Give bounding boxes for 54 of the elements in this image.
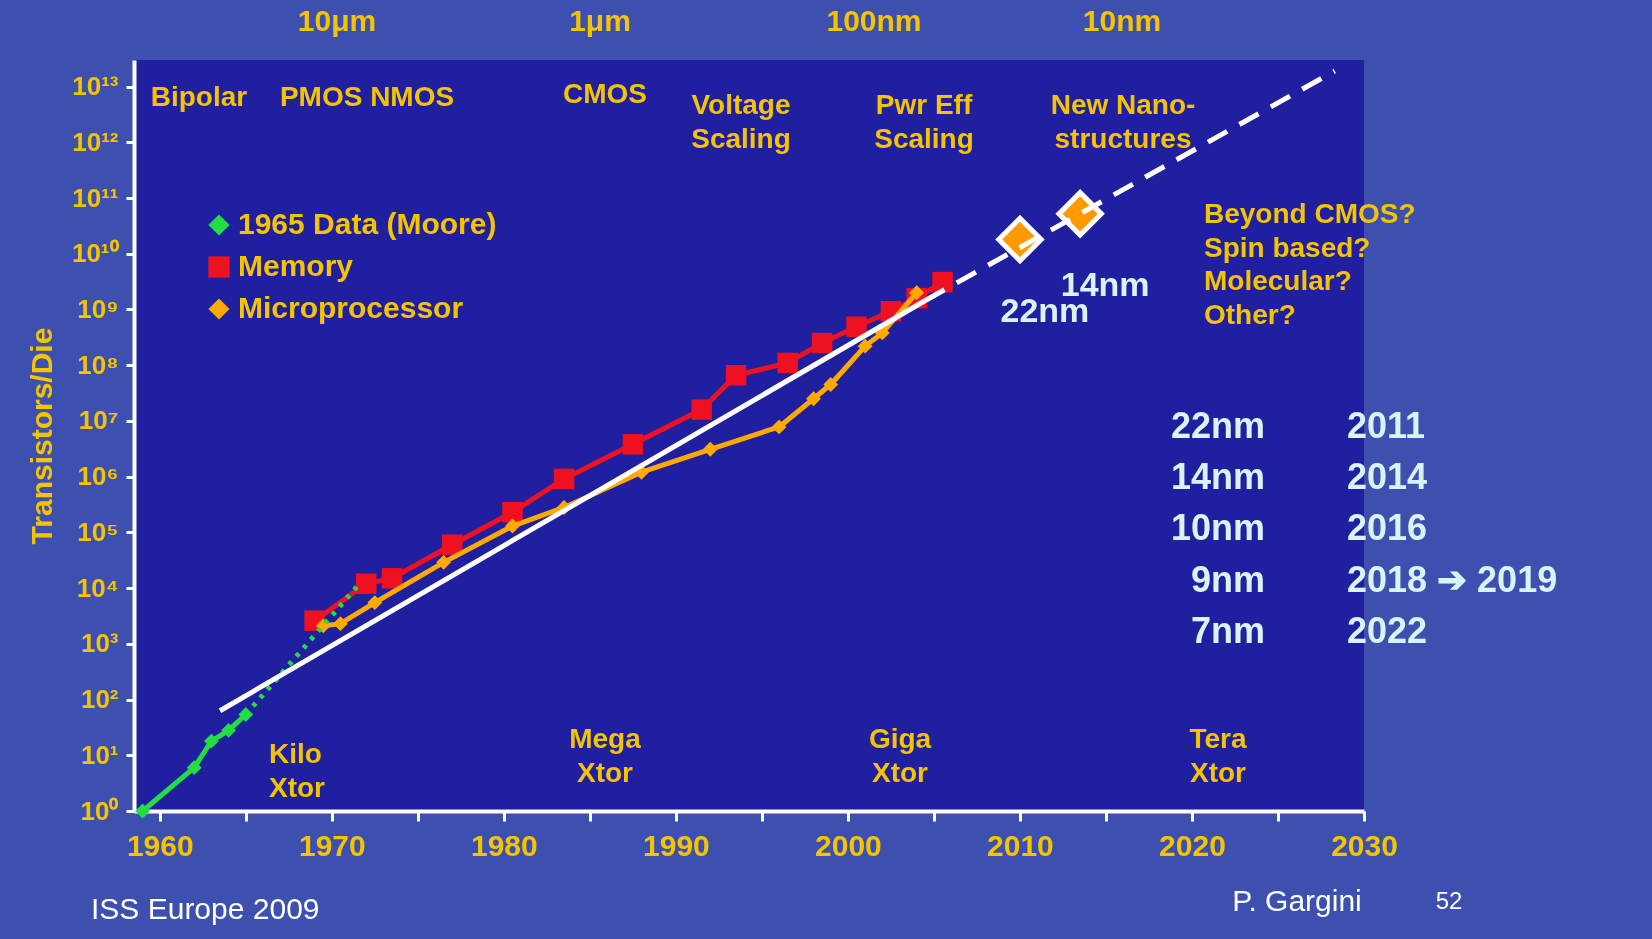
text: 1μm <box>569 4 631 37</box>
y-axis-title: Transistors/Die <box>24 327 58 545</box>
annotation: 7nm <box>1190 610 1265 651</box>
annotation: Tera Xtor <box>1189 723 1247 788</box>
y-tick-label: 10³ <box>80 628 119 659</box>
x-tick-label: 1970 <box>298 828 366 862</box>
x-tick-label: 2030 <box>1331 828 1398 862</box>
y-tick-label: 10² <box>80 684 119 715</box>
y-tick-label: 10¹¹ <box>72 182 119 213</box>
text: ISS Europe 2009 <box>91 892 320 925</box>
y-tick-label: 10⁰ <box>80 795 120 826</box>
annotation: 14nm <box>1170 456 1265 497</box>
annotation: 2011 <box>1347 405 1426 446</box>
y-tick-label: 10⁵ <box>77 516 119 547</box>
legend-label: 1965 Data (Moore) <box>238 207 497 240</box>
y-tick-label: 10⁸ <box>77 349 119 380</box>
annotation: Pwr Eff Scaling <box>874 89 974 154</box>
annotation: Beyond CMOS? Spin based? Molecular? Other? <box>1204 198 1416 330</box>
annotation: CMOS <box>563 78 647 109</box>
annotation: PMOS NMOS <box>279 81 455 112</box>
annotation: 2022 <box>1347 610 1428 651</box>
annotation: 10nm <box>1170 507 1265 548</box>
annotation: 2018 ➔ 2019 <box>1347 559 1558 600</box>
annotation: 22nm <box>1170 405 1265 446</box>
text: 100nm <box>826 4 922 37</box>
text: 10nm <box>1082 4 1162 37</box>
x-tick-label: 1990 <box>643 828 710 862</box>
annotation: 2014 <box>1347 456 1428 497</box>
y-tick-label: 10⁶ <box>77 461 119 492</box>
legend-label: Memory <box>238 249 354 282</box>
y-tick-label: 10¹² <box>72 126 119 157</box>
annotation: Bipolar <box>150 81 248 112</box>
y-tick-label: 10⁹ <box>77 293 119 324</box>
x-tick-label: 1960 <box>126 828 194 862</box>
annotation: New Nano- structures <box>1050 89 1196 154</box>
y-tick-label: 10¹⁰ <box>71 238 120 269</box>
x-tick-label: 2010 <box>987 828 1054 862</box>
annotation: Giga Xtor <box>868 723 932 788</box>
annotation: 2016 <box>1347 507 1428 548</box>
x-tick-label: 2020 <box>1159 828 1226 862</box>
text: 10μm <box>297 4 377 37</box>
x-tick-label: 1980 <box>470 828 538 862</box>
annotation: Voltage Scaling <box>691 89 791 154</box>
annotation: Mega Xtor <box>569 723 642 788</box>
annotation: 9nm <box>1190 559 1265 600</box>
legend-label: Microprocessor <box>238 291 464 324</box>
text: P. Gargini <box>1232 884 1362 917</box>
y-tick-label: 10⁷ <box>78 405 119 436</box>
x-tick-label: 2000 <box>815 828 882 862</box>
y-tick-label: 10¹³ <box>72 71 119 102</box>
text: 52 <box>1435 887 1463 914</box>
y-tick-label: 10⁴ <box>76 572 119 603</box>
y-tick-label: 10¹ <box>80 739 119 770</box>
annotation: Kilo Xtor <box>269 738 326 803</box>
